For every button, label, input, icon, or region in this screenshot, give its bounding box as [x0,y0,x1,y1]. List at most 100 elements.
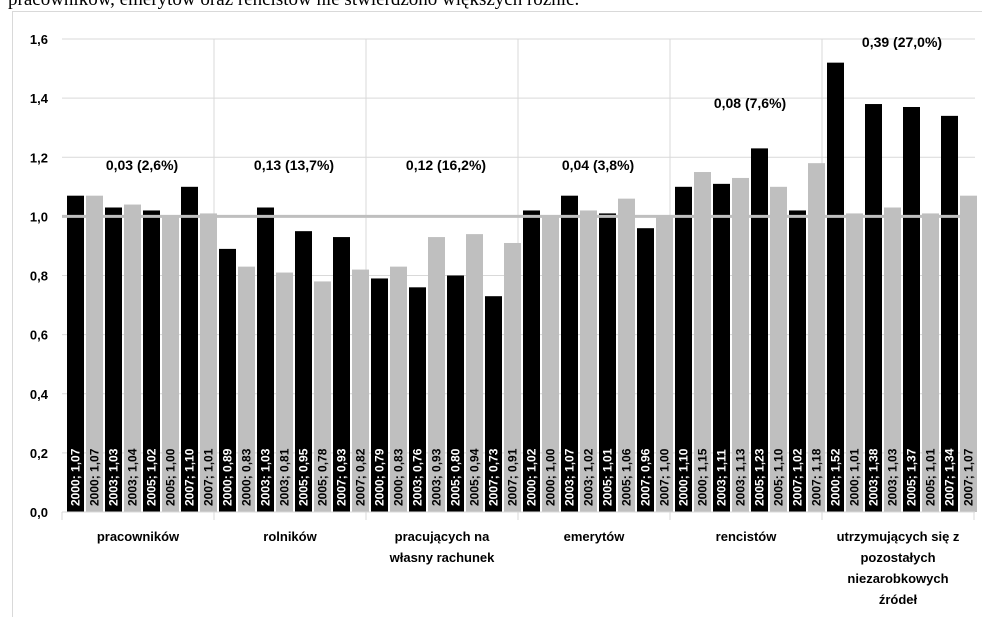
header-text: pracowników, emerytów oraz rencistów nie… [8,0,984,11]
bar [390,266,407,512]
bar [599,213,616,512]
bar [922,213,939,512]
bar-data-label: 2007; 0,91 [506,448,520,506]
bar [504,242,521,512]
bar-data-label: 2005; 1,23 [753,448,767,506]
bar-data-label: 2003; 1,03 [886,448,900,506]
bar [447,275,464,512]
y-tick-label: 0,4 [30,387,49,402]
category-label: pracowników [97,529,180,544]
bar [789,210,806,512]
y-tick-label: 0,6 [30,328,48,343]
group-annotation: 0,13 (13,7%) [254,157,334,173]
group-annotation: 0,39 (27,0%) [862,34,942,50]
bar-data-label: 2003; 1,03 [107,448,121,506]
bar-data-label: 2005; 1,06 [620,448,634,506]
bar-data-label: 2005; 0,94 [468,448,482,506]
bar [713,183,730,512]
category-label: własny rachunek [389,550,496,565]
bar [580,210,597,512]
y-tick-label: 0,2 [30,446,48,461]
bar [903,106,920,513]
bar-data-label: 2005; 1,10 [772,448,786,506]
bar-data-label: 2007; 1,01 [202,448,216,506]
bar-data-label: 2000; 1,07 [69,448,83,506]
bar-data-label: 2007; 1,00 [658,448,672,506]
bar [352,269,369,512]
bar-data-label: 2003; 1,11 [715,449,729,506]
bar [485,296,502,512]
bar-data-label: 2000; 1,01 [848,448,862,506]
bar-data-label: 2000; 1,07 [88,448,102,506]
bar [276,272,293,512]
category-label: niezarobkowych [847,571,948,586]
bar-data-label: 2007; 1,18 [810,448,824,506]
bar-data-label: 2000; 0,79 [373,448,387,506]
bar-data-label: 2003; 1,03 [259,448,273,506]
bar-data-label: 2007; 1,07 [962,448,976,506]
bar-data-label: 2007; 0,73 [487,448,501,506]
bar [770,186,787,512]
bar [86,195,103,512]
bar-data-label: 2007; 0,82 [354,448,368,506]
axis-layer: 0,0 0,2 0,4 0,6 0,8 1,0 1,2 1,4 1,6 pracowników ro… [30,32,975,607]
bar [827,62,844,513]
bar-data-label: 2007; 1,10 [183,448,197,506]
bar [751,148,768,512]
bar-data-label: 2005; 1,00 [164,448,178,506]
group-annotation: 0,12 (16,2%) [406,157,486,173]
bar-data-label: 2005; 1,01 [601,448,615,506]
bar-data-label: 2000; 1,52 [829,448,843,506]
bar-data-label: 2005; 1,37 [905,448,919,506]
labels-layer: 2000; 1,07 2000; 1,07 2003; 1,03 2003; 1,04… [62,34,976,506]
category-label: rolników [263,529,317,544]
bar-data-label: 2000; 0,83 [392,448,406,506]
bar [846,213,863,512]
bar [333,237,350,512]
bar [409,287,426,512]
bar [675,186,692,512]
bar [732,177,749,512]
bar-data-label: 2003; 0,81 [278,448,292,506]
chart-frame [12,11,982,617]
bar [428,237,445,512]
bar-data-label: 2000; 1,15 [696,448,710,506]
category-label: źródeł [879,592,918,607]
bar [656,216,673,512]
bar-data-label: 2000; 0,83 [240,448,254,506]
bar-data-label: 2003; 1,38 [867,448,881,506]
bar [257,207,274,512]
bar [637,228,654,512]
bar-data-label: 2000; 1,02 [525,448,539,506]
bar-data-label: 2000; 1,00 [544,448,558,506]
bar-data-label: 2007; 0,96 [639,448,653,506]
bar [219,248,236,513]
bar [542,216,559,512]
bar-data-label: 2000; 1,10 [677,448,691,506]
bar-data-label: 2003; 0,76 [411,448,425,506]
bar [466,234,483,513]
category-label: utrzymujących się z [837,529,960,544]
bar [808,163,825,512]
y-tick-label: 1,2 [30,150,48,165]
bar [523,210,540,512]
bar [865,104,882,512]
y-tick-label: 1,4 [30,91,49,106]
bar-data-label: 2005; 1,01 [924,448,938,506]
bar [371,278,388,512]
bar [124,204,141,513]
bar-data-label: 2005; 1,02 [145,448,159,506]
category-label: pracujących na [395,529,490,544]
category-label: emerytów [564,529,626,544]
y-tick-label: 1,6 [30,32,48,47]
y-tick-label: 0,8 [30,269,48,284]
category-label: rencistów [716,529,778,544]
bar [618,198,635,512]
group-annotation: 0,04 (3,8%) [562,157,634,173]
bar [561,195,578,512]
y-tick-label: 1,0 [30,209,48,224]
bar-data-label: 2003; 1,13 [734,448,748,506]
bars-layer [67,62,977,513]
bar-data-label: 2000; 0,89 [221,448,235,506]
